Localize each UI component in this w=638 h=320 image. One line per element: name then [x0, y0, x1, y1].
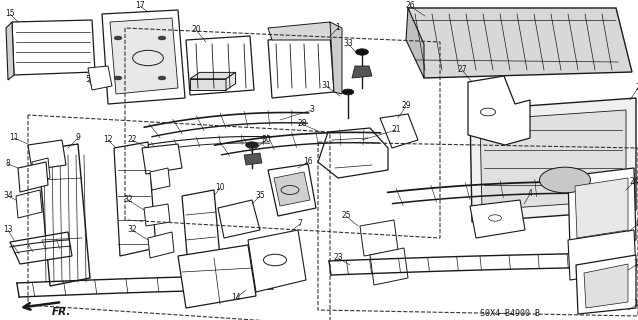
Text: 20: 20 [191, 26, 201, 35]
Text: 28: 28 [297, 119, 307, 129]
Polygon shape [190, 79, 226, 90]
Polygon shape [142, 144, 182, 174]
Polygon shape [470, 98, 636, 222]
Polygon shape [568, 168, 636, 250]
Polygon shape [268, 22, 334, 40]
Text: 35: 35 [255, 191, 265, 201]
Text: 32: 32 [127, 226, 137, 235]
Polygon shape [110, 18, 178, 94]
Polygon shape [268, 164, 316, 216]
Circle shape [158, 76, 166, 80]
Polygon shape [576, 255, 636, 314]
Circle shape [246, 142, 258, 148]
Text: 34: 34 [3, 191, 13, 201]
Polygon shape [468, 76, 530, 145]
Text: 17: 17 [135, 2, 145, 11]
Polygon shape [226, 72, 235, 90]
Text: 22: 22 [127, 135, 137, 145]
Polygon shape [318, 128, 388, 178]
Polygon shape [10, 232, 72, 264]
Text: 33: 33 [343, 39, 353, 49]
Polygon shape [178, 245, 256, 308]
Text: 9: 9 [75, 133, 80, 142]
Polygon shape [32, 158, 50, 182]
Polygon shape [182, 190, 220, 266]
Text: 10: 10 [215, 183, 225, 193]
Circle shape [114, 36, 122, 40]
Polygon shape [274, 172, 310, 206]
Text: 14: 14 [231, 293, 241, 302]
Polygon shape [248, 230, 306, 292]
Polygon shape [360, 220, 398, 256]
Text: 15: 15 [5, 10, 15, 19]
Circle shape [342, 89, 353, 95]
Text: 29: 29 [401, 101, 411, 110]
Polygon shape [568, 230, 636, 280]
Polygon shape [148, 232, 174, 258]
Text: 19: 19 [633, 260, 638, 268]
Polygon shape [218, 200, 260, 238]
Text: 5: 5 [85, 76, 91, 84]
Polygon shape [352, 66, 372, 78]
Text: 4: 4 [528, 189, 533, 198]
Text: 3: 3 [309, 106, 315, 115]
Polygon shape [330, 22, 342, 94]
Text: 30: 30 [261, 135, 271, 145]
Polygon shape [470, 200, 525, 238]
Polygon shape [144, 204, 170, 226]
Circle shape [158, 36, 166, 40]
Polygon shape [244, 153, 262, 165]
Text: FR.: FR. [52, 307, 71, 317]
Polygon shape [28, 140, 66, 170]
Polygon shape [268, 35, 334, 98]
Text: 12: 12 [103, 135, 113, 145]
Polygon shape [370, 248, 408, 285]
Circle shape [114, 76, 122, 80]
Polygon shape [18, 162, 48, 192]
Text: S0X4-B4900 B: S0X4-B4900 B [480, 308, 540, 317]
Text: 25: 25 [341, 212, 351, 220]
Polygon shape [190, 72, 235, 79]
Polygon shape [16, 190, 42, 218]
Text: 6: 6 [635, 220, 638, 228]
Polygon shape [38, 144, 90, 286]
Text: 24: 24 [629, 178, 638, 187]
Polygon shape [480, 110, 626, 210]
Polygon shape [12, 20, 95, 75]
Polygon shape [88, 66, 112, 90]
Polygon shape [575, 178, 628, 238]
Polygon shape [186, 36, 254, 95]
Polygon shape [114, 142, 156, 256]
Text: 1: 1 [336, 23, 341, 33]
Text: 27: 27 [457, 66, 467, 75]
Text: 11: 11 [9, 133, 19, 142]
Text: 23: 23 [333, 253, 343, 262]
Text: 13: 13 [3, 226, 13, 235]
Polygon shape [408, 8, 632, 78]
Polygon shape [584, 264, 628, 308]
Polygon shape [380, 114, 418, 148]
Text: 2: 2 [635, 84, 638, 92]
Text: 18: 18 [634, 300, 638, 308]
Text: 32: 32 [123, 196, 133, 204]
Polygon shape [102, 10, 185, 104]
Circle shape [540, 167, 591, 193]
Text: 8: 8 [6, 159, 10, 169]
Text: 16: 16 [303, 157, 313, 166]
Text: 7: 7 [297, 220, 302, 228]
Text: 26: 26 [405, 2, 415, 11]
Polygon shape [406, 8, 424, 78]
Polygon shape [150, 168, 170, 190]
Circle shape [355, 49, 368, 55]
Text: 31: 31 [321, 82, 331, 91]
Text: 21: 21 [391, 125, 401, 134]
Polygon shape [6, 22, 14, 80]
